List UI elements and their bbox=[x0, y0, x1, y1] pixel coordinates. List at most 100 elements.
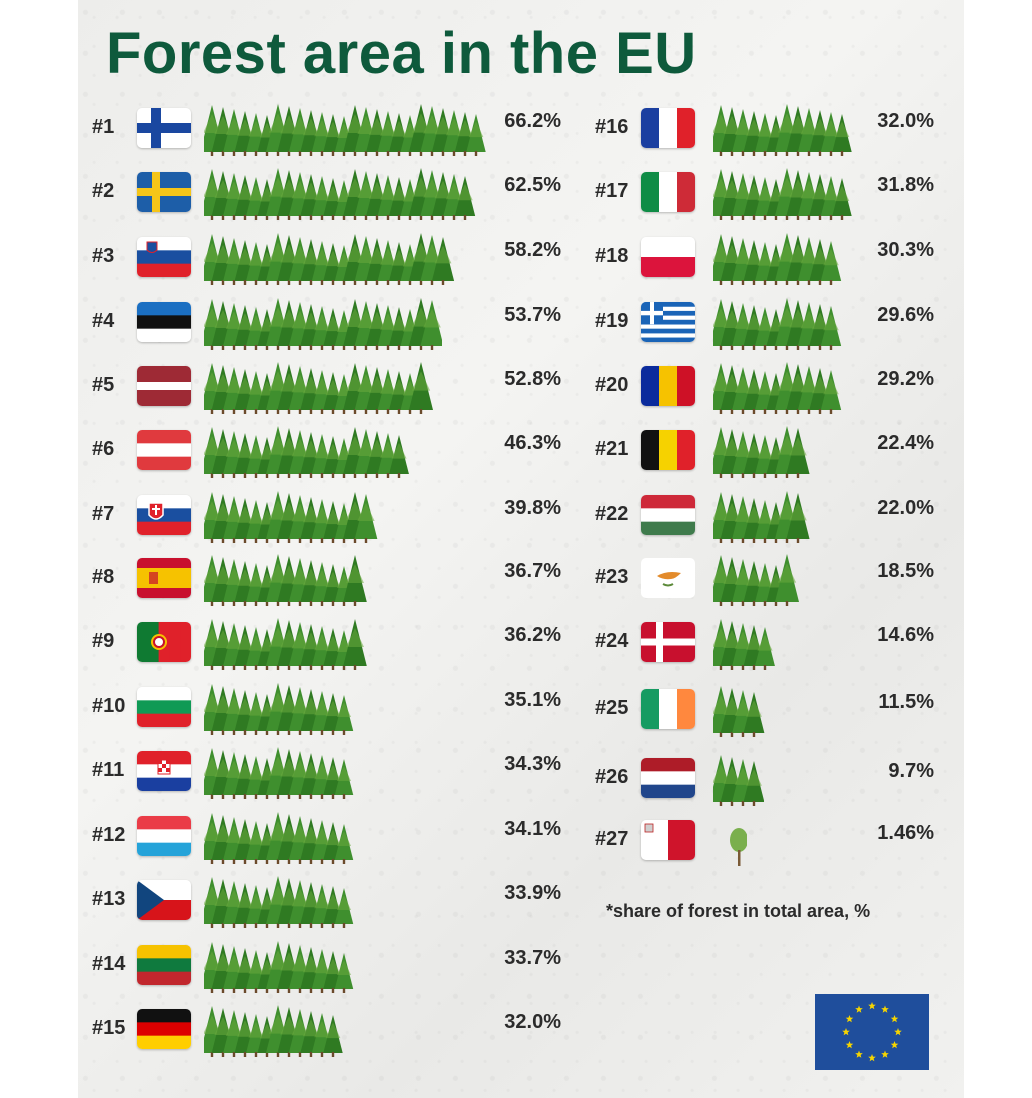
rank-label: #6 bbox=[92, 438, 115, 460]
rank-label: #2 bbox=[92, 180, 115, 202]
country-flag-icon bbox=[137, 302, 191, 342]
forest-bar-trees bbox=[204, 298, 443, 350]
ranking-row: #15 32.0% bbox=[0, 999, 1032, 1059]
forest-bar bbox=[713, 679, 772, 739]
forest-bar-trees bbox=[204, 812, 354, 864]
ranking-row: #23 18.5% bbox=[0, 548, 1032, 608]
country-flag-icon bbox=[641, 758, 695, 798]
country-flag-icon bbox=[641, 820, 695, 860]
ranking-row: #12 34.1% bbox=[0, 806, 1032, 866]
rank-label: #21 bbox=[595, 438, 629, 460]
percentage-label: 18.5% bbox=[877, 560, 934, 582]
country-flag-icon bbox=[137, 880, 191, 920]
forest-bar bbox=[713, 356, 847, 416]
ranking-row: #26 9.7% bbox=[0, 748, 1032, 808]
forest-bar bbox=[713, 485, 817, 545]
rank-label: #5 bbox=[92, 374, 115, 396]
percentage-label: 30.3% bbox=[877, 239, 934, 261]
forest-bar-trees bbox=[204, 426, 409, 478]
forest-bar bbox=[713, 162, 858, 222]
percentage-label: 35.1% bbox=[504, 689, 561, 711]
forest-bar bbox=[204, 356, 438, 416]
rank-label: #10 bbox=[92, 695, 126, 717]
rank-label: #27 bbox=[595, 828, 629, 850]
forest-bar bbox=[204, 292, 443, 352]
rank-label: #23 bbox=[595, 566, 629, 588]
country-flag-icon bbox=[137, 751, 191, 791]
ranking-row: #16 32.0% bbox=[0, 98, 1032, 158]
country-flag-icon bbox=[137, 816, 191, 856]
rank-label: #4 bbox=[92, 310, 115, 332]
rank-label: #13 bbox=[92, 888, 126, 910]
percentage-label: 66.2% bbox=[504, 110, 561, 132]
percentage-label: 32.0% bbox=[504, 1011, 561, 1033]
percentage-label: 33.7% bbox=[504, 947, 561, 969]
forest-bar bbox=[204, 485, 383, 545]
forest-bar-trees bbox=[204, 104, 486, 156]
ranking-row: #17 31.8% bbox=[0, 162, 1032, 222]
rank-label: #8 bbox=[92, 566, 115, 588]
percentage-label: 58.2% bbox=[504, 239, 561, 261]
ranking-row: #9 36.2% bbox=[0, 612, 1032, 672]
country-flag-icon bbox=[641, 495, 695, 535]
rank-label: #20 bbox=[595, 374, 629, 396]
country-flag-icon bbox=[137, 1009, 191, 1049]
ranking-row: #22 22.0% bbox=[0, 485, 1032, 545]
country-flag-icon bbox=[137, 495, 191, 535]
ranking-row: #8 36.7% bbox=[0, 548, 1032, 608]
ranking-row: #3 58.2% bbox=[0, 227, 1032, 287]
country-flag-icon bbox=[641, 302, 695, 342]
country-flag-icon bbox=[137, 558, 191, 598]
percentage-label: 22.4% bbox=[877, 432, 934, 454]
percentage-label: 29.6% bbox=[877, 304, 934, 326]
forest-bar bbox=[204, 935, 357, 995]
forest-bar-trees bbox=[204, 554, 367, 606]
forest-bar bbox=[204, 677, 363, 737]
country-flag-icon bbox=[137, 687, 191, 727]
rank-label: #17 bbox=[595, 180, 629, 202]
rank-label: #16 bbox=[595, 116, 629, 138]
rank-label: #22 bbox=[595, 503, 629, 525]
ranking-row: #14 33.7% bbox=[0, 935, 1032, 995]
ranking-row: #7 39.8% bbox=[0, 485, 1032, 545]
forest-bar bbox=[713, 292, 849, 352]
country-flag-icon bbox=[137, 622, 191, 662]
rank-label: #19 bbox=[595, 310, 629, 332]
percentage-label: 14.6% bbox=[877, 624, 934, 646]
percentage-label: 46.3% bbox=[504, 432, 561, 454]
ranking-row: #10 35.1% bbox=[0, 677, 1032, 737]
forest-bar-trees bbox=[730, 828, 747, 866]
percentage-label: 22.0% bbox=[877, 497, 934, 519]
rank-label: #24 bbox=[595, 630, 629, 652]
rank-label: #18 bbox=[595, 245, 629, 267]
forest-bar-trees bbox=[713, 619, 775, 670]
percentage-label: 32.0% bbox=[877, 110, 934, 132]
rank-label: #9 bbox=[92, 630, 115, 652]
forest-bar bbox=[204, 806, 359, 866]
forest-bar-trees bbox=[713, 233, 842, 285]
forest-bar bbox=[204, 999, 350, 1059]
percentage-label: 53.7% bbox=[504, 304, 561, 326]
forest-bar-trees bbox=[204, 683, 354, 735]
forest-bar bbox=[713, 420, 818, 480]
ranking-row: #21 22.4% bbox=[0, 420, 1032, 480]
forest-bar bbox=[204, 612, 368, 672]
forest-bar-trees bbox=[204, 941, 354, 993]
forest-bar-trees bbox=[204, 233, 455, 285]
forest-bar-trees bbox=[204, 491, 378, 543]
country-flag-icon bbox=[641, 622, 695, 662]
rank-label: #12 bbox=[92, 824, 126, 846]
rank-label: #11 bbox=[92, 759, 125, 781]
country-flag-icon bbox=[641, 366, 695, 406]
forest-bar-trees bbox=[204, 362, 434, 414]
country-flag-icon bbox=[641, 237, 695, 277]
ranking-row: #27 1.46% bbox=[0, 810, 1032, 870]
country-flag-icon bbox=[641, 108, 695, 148]
country-flag-icon bbox=[137, 945, 191, 985]
percentage-label: 33.9% bbox=[504, 882, 561, 904]
ranking-row: #13 33.9% bbox=[0, 870, 1032, 930]
page-title: Forest area in the EU bbox=[106, 21, 697, 86]
forest-bar bbox=[204, 870, 358, 930]
country-flag-icon bbox=[137, 430, 191, 470]
ranking-row: #4 53.7% bbox=[0, 292, 1032, 352]
